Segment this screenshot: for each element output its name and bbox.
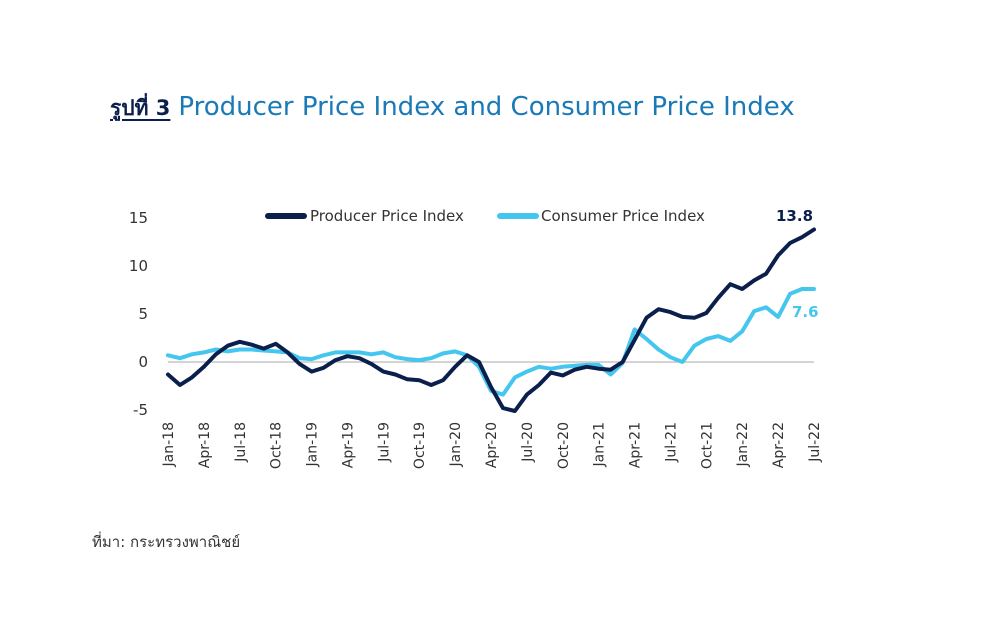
legend: Producer Price Index Consumer Price Inde… <box>265 207 705 225</box>
y-tick-label: 15 <box>129 209 148 227</box>
x-tick-label: Oct-19 <box>412 422 428 469</box>
y-tick-label: 0 <box>138 353 148 371</box>
x-tick-label: Jul-20 <box>520 422 536 463</box>
x-tick-label: Jan-21 <box>592 422 608 467</box>
y-tick-label: -5 <box>133 401 148 419</box>
figure-title: รูปที่ 3 Producer Price Index and Consume… <box>110 92 795 125</box>
figure-number-label: รูปที่ 3 <box>110 96 171 120</box>
x-tick-label: Jan-19 <box>305 422 321 467</box>
legend-label-cpi: Consumer Price Index <box>541 207 705 225</box>
y-tick-label: 5 <box>138 305 148 323</box>
chart-title: Producer Price Index and Consumer Price … <box>178 92 795 122</box>
x-tick-label: Oct-20 <box>556 422 572 469</box>
x-tick-label: Oct-18 <box>269 422 285 469</box>
x-tick-label: Jul-21 <box>663 422 679 463</box>
x-tick-label: Jan-20 <box>448 422 464 467</box>
source-note: ที่มา: กระทรวงพาณิชย์ <box>92 533 241 551</box>
y-tick-label: 10 <box>129 257 148 275</box>
x-tick-label: Oct-21 <box>699 422 715 469</box>
x-tick-label: Apr-22 <box>771 422 787 468</box>
x-tick-label: Apr-19 <box>340 422 356 468</box>
x-tick-label: Jul-18 <box>233 422 249 463</box>
chart-lines <box>166 227 816 413</box>
cpi-line <box>166 287 816 397</box>
x-tick-label: Jan-22 <box>735 422 751 467</box>
data-label-ppi-last: 13.8 <box>776 207 813 225</box>
x-axis-ticks: Jan-18 Apr-18 Jul-18 Oct-18 Jan-19 Apr-19 Jul-… <box>161 422 823 469</box>
x-tick-label: Jul-22 <box>807 422 823 463</box>
x-tick-label: Jan-18 <box>161 422 177 467</box>
x-tick-label: Apr-20 <box>484 422 500 468</box>
x-tick-label: Apr-18 <box>197 422 213 468</box>
x-tick-label: Apr-21 <box>628 422 644 468</box>
ppi-line <box>166 227 816 413</box>
x-tick-label: Jul-19 <box>376 422 392 463</box>
legend-label-ppi: Producer Price Index <box>310 207 464 225</box>
data-label-cpi-last: 7.6 <box>792 303 819 321</box>
y-axis-ticks: 15 10 5 0 -5 <box>129 209 814 419</box>
